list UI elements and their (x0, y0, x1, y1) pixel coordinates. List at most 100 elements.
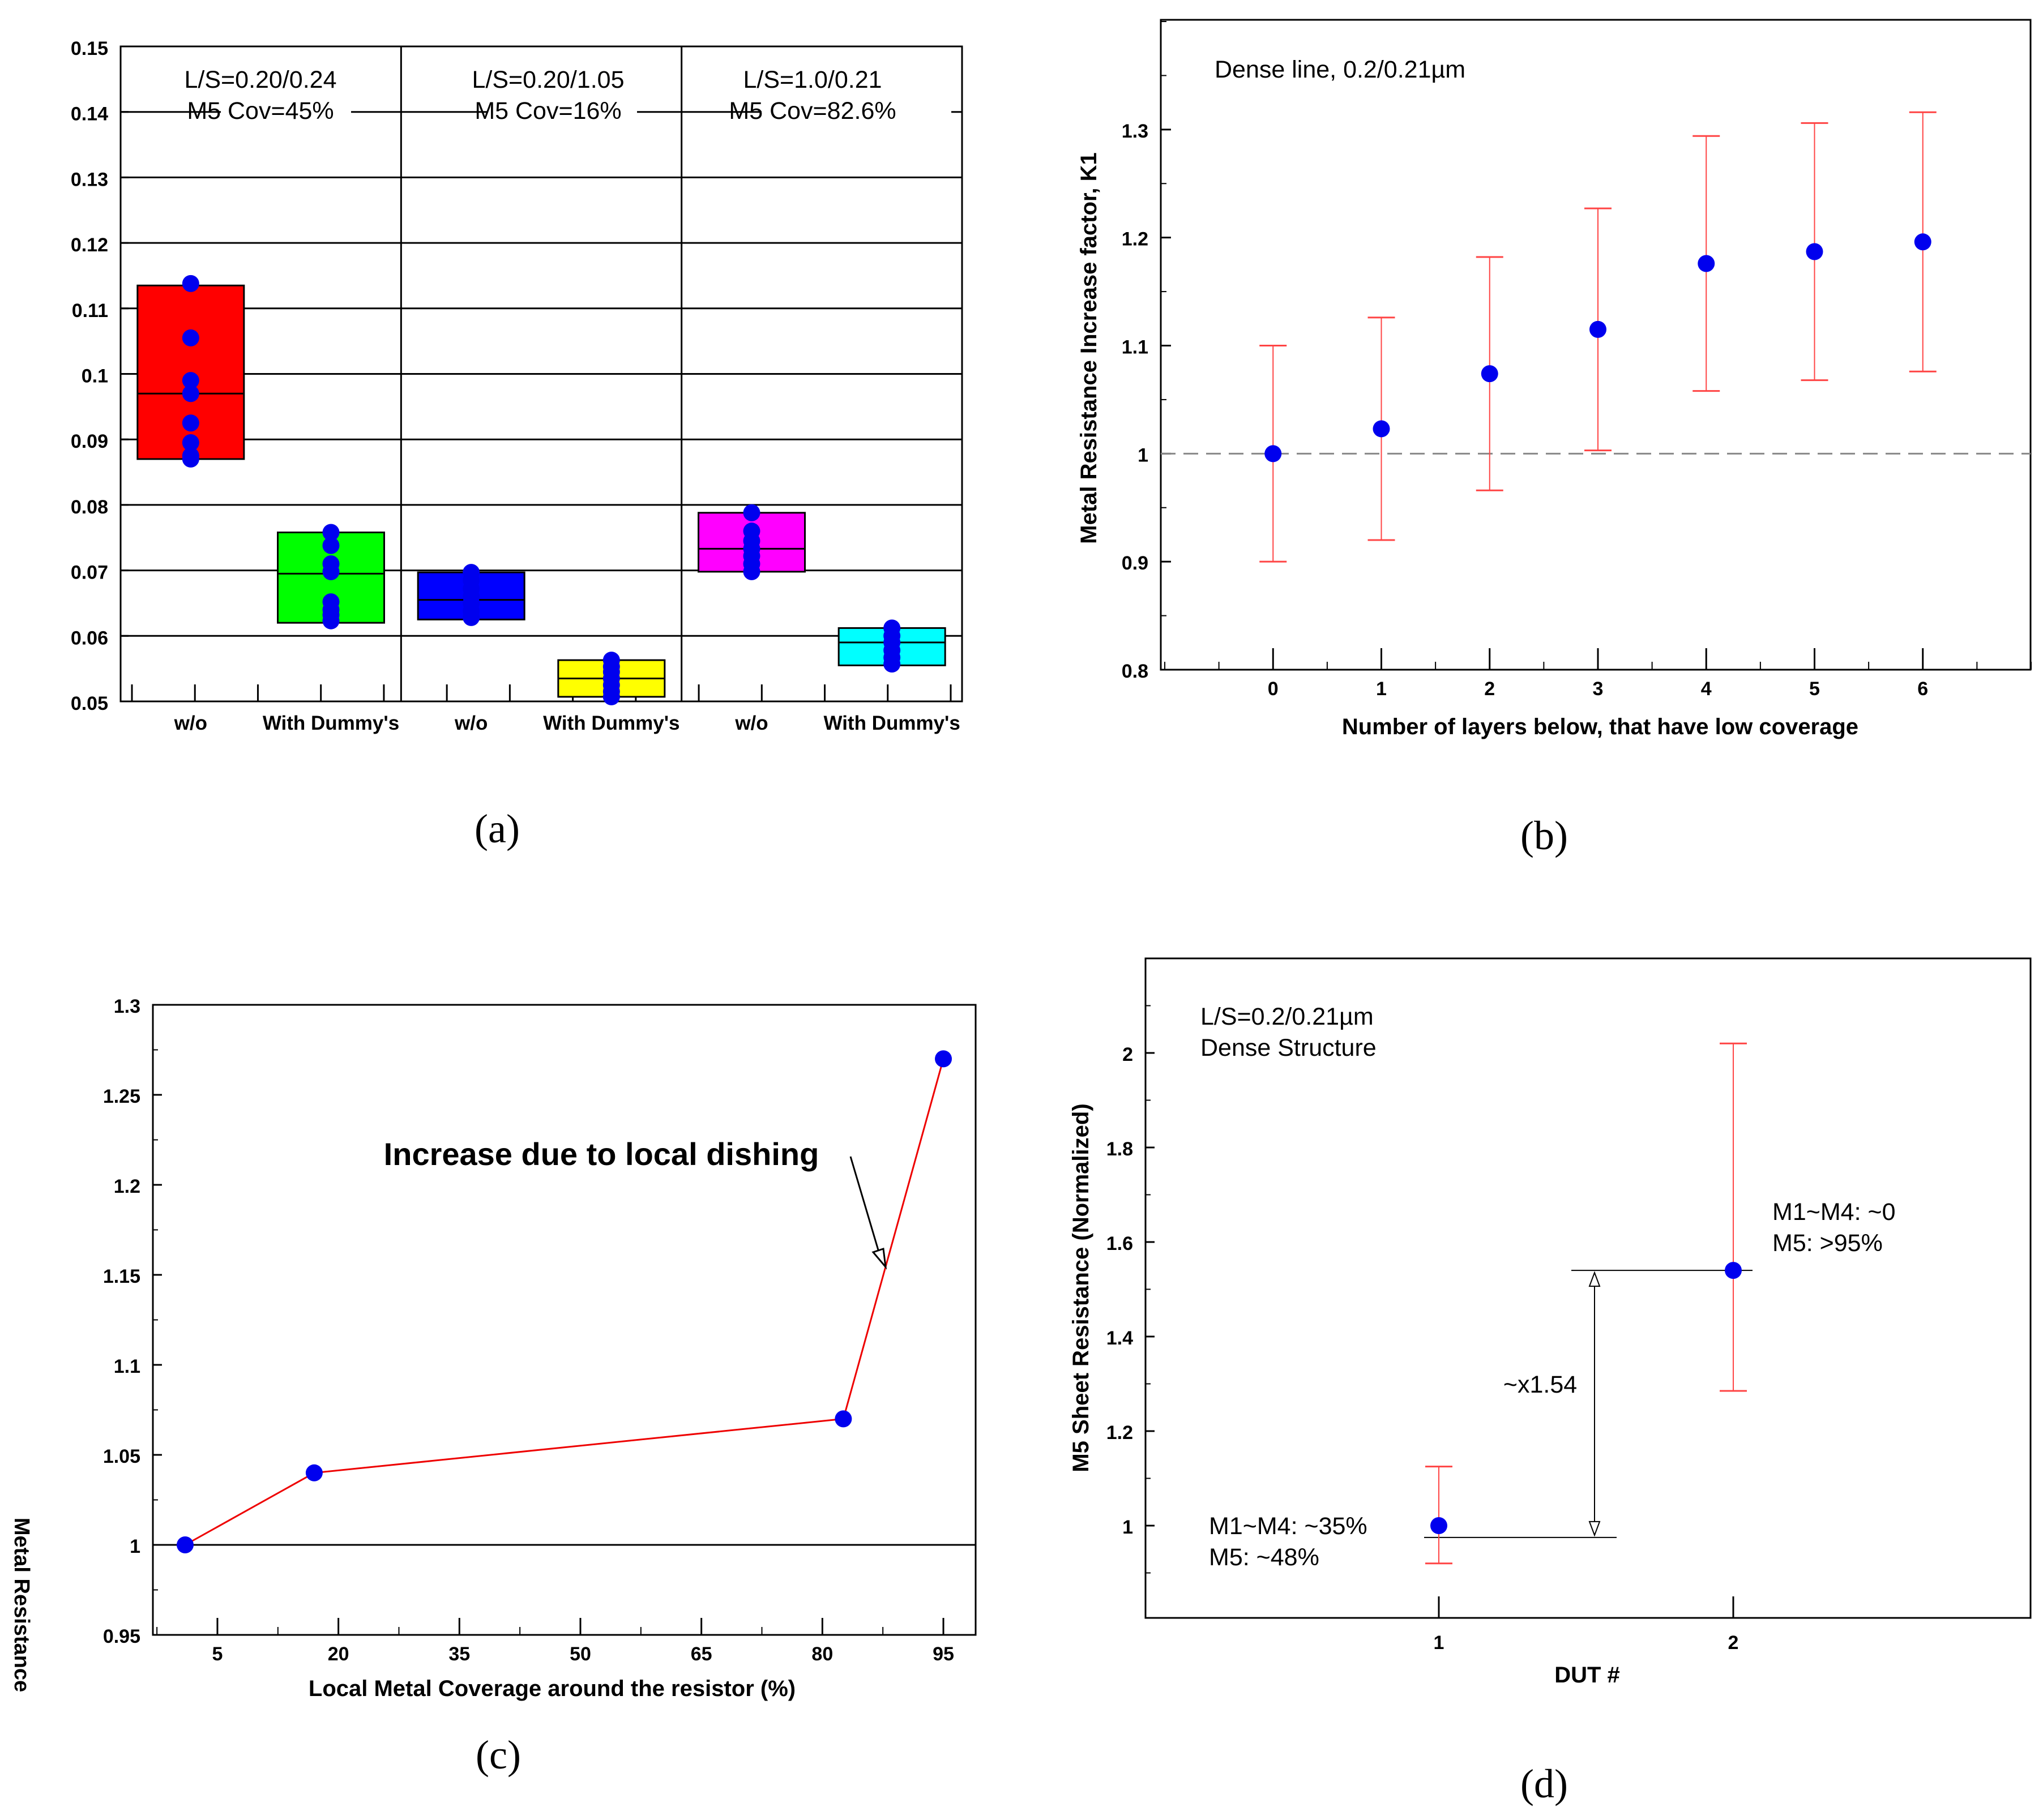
x-tick-label: 0 (1268, 678, 1279, 700)
y-tick-label: 0.15 (71, 38, 108, 59)
data-point (1481, 365, 1498, 383)
panel-d-plot-frame (1144, 957, 2032, 1619)
x-tick-label: 95 (933, 1643, 954, 1665)
y-tick-label: 2 (1122, 1044, 1133, 1065)
data-point (935, 1050, 952, 1068)
data-point (182, 450, 199, 468)
category-label: With Dummy's (823, 712, 960, 734)
panel-d-y-axis-label: M5 Sheet Resistance (Normalized) (1068, 1103, 1093, 1472)
ratio-label: ~x1.54 (1503, 1371, 1577, 1398)
y-tick-label: 1.15 (103, 1266, 140, 1287)
x-tick-label: 2 (1484, 678, 1495, 700)
y-tick-label: 1.4 (1106, 1327, 1133, 1349)
y-tick-label: 0.13 (71, 169, 108, 190)
y-tick-label: 1.25 (103, 1086, 140, 1107)
data-point (835, 1410, 852, 1428)
y-tick-label: 1.3 (114, 996, 140, 1017)
y-tick-label: 0.05 (71, 693, 108, 714)
data-point (182, 414, 199, 432)
data-point (1698, 255, 1715, 272)
data-point (1430, 1517, 1447, 1534)
data-point (182, 385, 199, 402)
data-point (463, 609, 480, 626)
panel-b-errorbar-chart: 0.8 0.9 1 1.1 1.2 1.3 0 1 2 3 4 5 6 Dense line, 0.2/… (1076, 19, 2032, 858)
data-point (182, 329, 199, 346)
data-point (602, 688, 620, 705)
panel-c-y-axis-label: Metal Resistance (10, 1518, 33, 1692)
panel-c-plot-frame (152, 1004, 977, 1636)
y-tick-label: 0.8 (1122, 661, 1148, 682)
panel-b-annotation: Dense line, 0.2/0.21µm (1215, 56, 1465, 83)
x-tick-label: 5 (1809, 678, 1820, 700)
panel-a-box-chart: 0.05 0.06 0.07 0.08 0.09 0.1 0.11 0.12 0.13 0.14 0… (71, 38, 963, 851)
dut1-label-line1: M1~M4: ~35% (1209, 1513, 1367, 1540)
y-tick-label: 0.95 (103, 1626, 140, 1647)
y-tick-label: 0.07 (71, 562, 108, 584)
panel-d-x-axis-label: DUT # (1554, 1663, 1620, 1688)
panel-c-annotation: Increase due to local dishing (384, 1136, 819, 1172)
data-point (1589, 320, 1606, 338)
ratio-arrow-head-down (1588, 1521, 1601, 1537)
x-tick-label: 35 (448, 1643, 470, 1665)
y-tick-label: 0.12 (71, 234, 108, 256)
panel-d-errorbar-chart: 1 1.2 1.4 1.6 1.8 2 1 2 L/S=0.2/0.21µm Dense St… (1068, 957, 2032, 1806)
y-tick-label: 1.1 (1122, 337, 1148, 358)
y-tick-label: 0.1 (82, 366, 108, 387)
data-point (305, 1464, 323, 1481)
x-tick-label: 50 (570, 1643, 591, 1665)
group-3-line2: M5 Cov=82.6% (729, 97, 896, 125)
panel-d-annotation-line1: L/S=0.2/0.21µm (1200, 1003, 1374, 1030)
dut1-label-line2: M5: ~48% (1209, 1544, 1319, 1571)
y-tick-label: 1.05 (103, 1446, 140, 1467)
group-2-line1: L/S=0.20/1.05 (472, 66, 625, 93)
series-line (185, 1058, 944, 1546)
panel-d-caption: (d) (1520, 1761, 1568, 1806)
data-point (322, 563, 340, 580)
x-tick-label: 65 (691, 1643, 712, 1665)
data-point (1373, 420, 1390, 438)
y-tick-label: 0.9 (1122, 553, 1148, 574)
x-tick-label: 80 (811, 1643, 833, 1665)
data-point (1914, 233, 1931, 251)
y-tick-label: 1.2 (1106, 1422, 1133, 1444)
annotation-arrow-shaft (849, 1156, 882, 1260)
panel-d-annotation-line2: Dense Structure (1200, 1034, 1377, 1061)
data-point (182, 434, 199, 451)
group-2-line2: M5 Cov=16% (475, 97, 621, 125)
y-tick-label: 1.2 (1122, 229, 1148, 250)
panel-c-caption: (c) (476, 1732, 521, 1778)
y-tick-label: 1.8 (1106, 1138, 1133, 1160)
y-tick-label: 0.14 (71, 104, 108, 125)
category-label: With Dummy's (543, 712, 679, 734)
category-label: With Dummy's (263, 712, 399, 734)
panel-a-caption: (a) (475, 806, 520, 851)
data-point (176, 1536, 194, 1553)
group-1-line2: M5 Cov=45% (187, 97, 334, 125)
dut2-label-line1: M1~M4: ~0 (1772, 1198, 1896, 1226)
panel-b-y-axis-label: Metal Resistance Increase factor, K1 (1076, 152, 1101, 543)
panel-b-caption: (b) (1520, 813, 1568, 858)
y-tick-label: 1.3 (1122, 121, 1148, 142)
y-tick-label: 1.6 (1106, 1233, 1133, 1254)
dut2-label-line2: M5: >95% (1772, 1230, 1883, 1257)
annotation-arrow (849, 1156, 887, 1270)
ratio-arrow-head-up (1588, 1271, 1601, 1287)
data-point (1264, 445, 1282, 463)
x-tick-label: 3 (1593, 678, 1604, 700)
category-label: w/o (734, 712, 768, 734)
y-tick-label: 0.09 (71, 431, 108, 452)
x-tick-label: 1 (1376, 678, 1387, 700)
y-tick-label: 1 (1138, 444, 1148, 466)
category-label: w/o (174, 712, 207, 734)
y-tick-label: 1.1 (114, 1356, 140, 1377)
x-tick-label: 2 (1728, 1632, 1739, 1654)
x-tick-label: 5 (212, 1643, 223, 1665)
data-point (743, 504, 760, 521)
data-point (1725, 1262, 1742, 1279)
data-point (182, 275, 199, 292)
y-tick-label: 1 (130, 1536, 140, 1557)
y-tick-label: 0.08 (71, 496, 108, 518)
data-point (322, 524, 340, 541)
